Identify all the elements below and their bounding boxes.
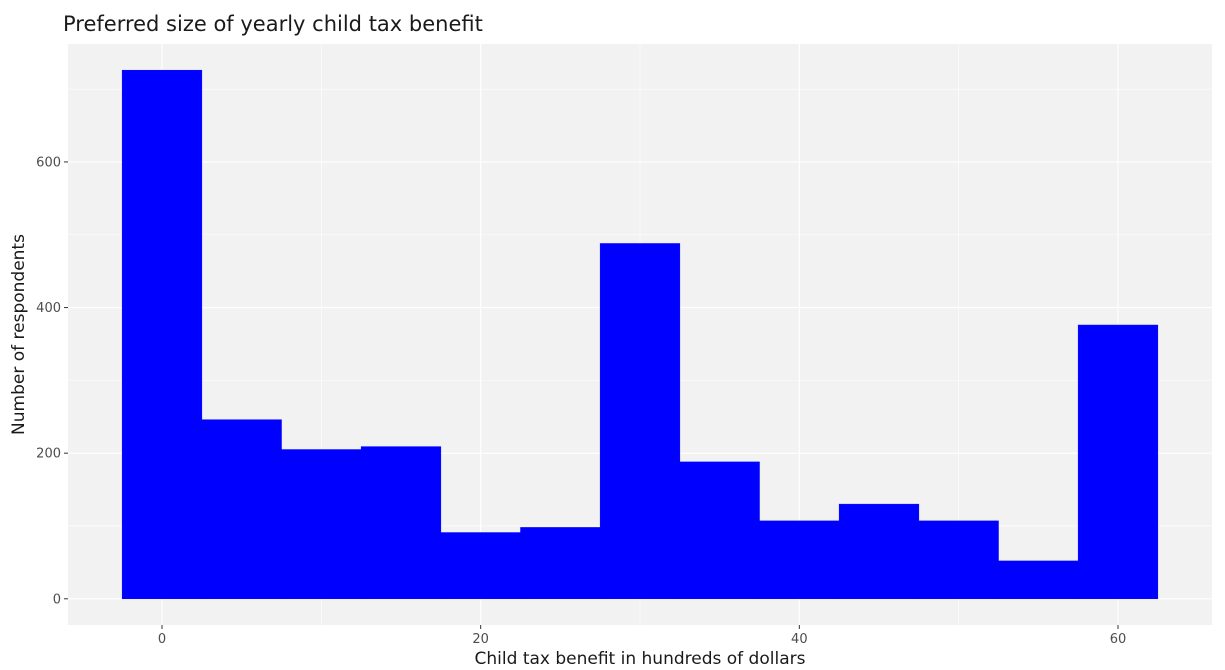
histogram-bar — [599, 243, 681, 600]
x-tick-label: 0 — [158, 632, 166, 647]
histogram-bar — [520, 527, 601, 600]
histogram-bar — [759, 520, 840, 600]
x-axis-ticks: 0 20 40 60 — [158, 625, 1126, 647]
y-tick-label: 0 — [53, 592, 61, 607]
y-axis-title: Number of respondents — [9, 234, 29, 435]
y-tick-label: 200 — [36, 447, 61, 462]
chart-title: Preferred size of yearly child tax benef… — [63, 12, 483, 36]
x-tick-label: 40 — [791, 632, 808, 647]
histogram-bar — [201, 419, 282, 600]
minor-gridlines — [68, 44, 1212, 625]
histogram-bar — [440, 532, 521, 600]
histogram-bars — [121, 69, 1159, 600]
x-axis-title: Child tax benefit in hundreds of dollars — [475, 649, 806, 669]
histogram-bar — [679, 461, 760, 600]
histogram-bar — [998, 560, 1079, 600]
x-tick-label: 20 — [472, 632, 489, 647]
histogram-bar — [360, 446, 442, 600]
y-tick-label: 600 — [36, 155, 61, 170]
histogram-bar — [121, 69, 203, 600]
y-tick-label: 400 — [36, 301, 61, 316]
histogram-bar — [838, 503, 920, 600]
histogram-bar — [1077, 324, 1159, 600]
y-axis-ticks: 0 200 400 600 — [36, 155, 68, 607]
x-tick-label: 60 — [1110, 632, 1127, 647]
histogram-bar — [918, 520, 999, 600]
histogram-bar — [281, 449, 362, 600]
